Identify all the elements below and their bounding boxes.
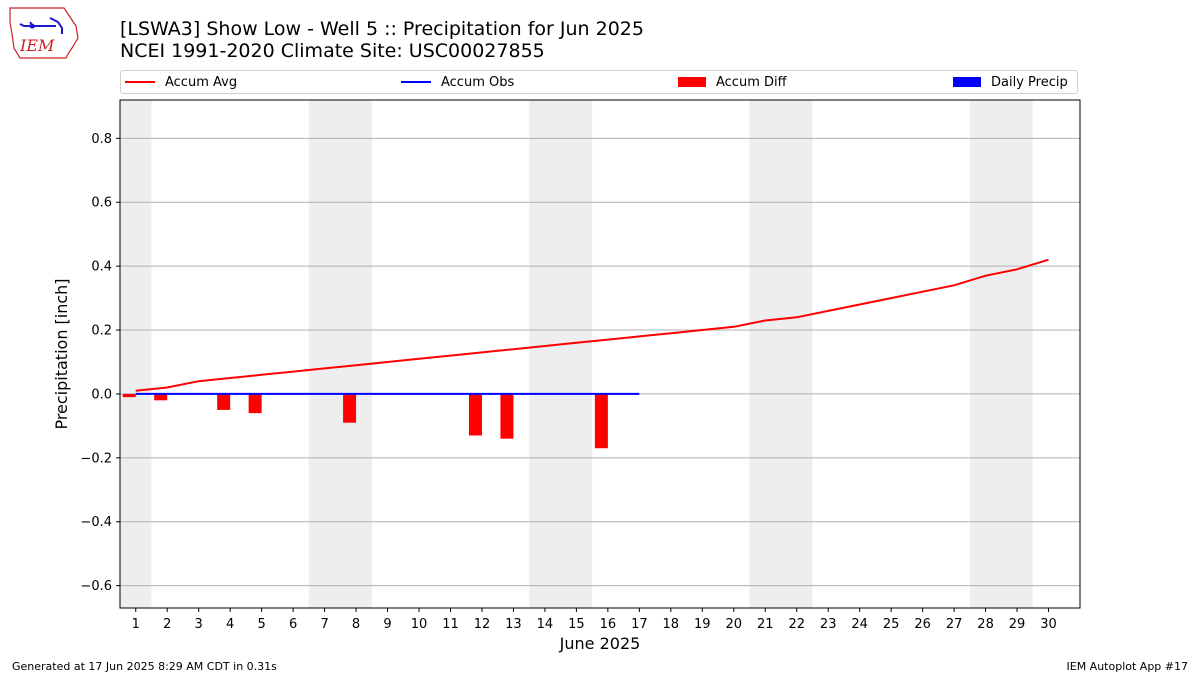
x-tick-label: 19 — [694, 617, 711, 632]
bar-accum-diff — [122, 393, 136, 398]
x-tick-label: 6 — [289, 617, 297, 632]
legend-item-accum-diff: Accum Diff — [678, 71, 787, 93]
weekend-band-0 — [120, 100, 152, 608]
x-tick-label: 29 — [1009, 617, 1026, 632]
legend-swatch-daily-precip — [953, 77, 981, 87]
chart-legend: Accum Avg Accum Obs Accum Diff Daily Pre… — [120, 70, 1078, 94]
x-tick-label: 28 — [977, 617, 994, 632]
x-tick-label: 3 — [195, 617, 203, 632]
chart-subtitle: NCEI 1991-2020 Climate Site: USC00027855 — [120, 40, 545, 62]
svg-text:IEM: IEM — [19, 36, 55, 55]
x-tick-label: 5 — [257, 617, 265, 632]
x-tick-label: 22 — [788, 617, 805, 632]
x-tick-label: 14 — [537, 617, 554, 632]
x-tick-label: 8 — [352, 617, 360, 632]
x-tick-label: 13 — [505, 617, 522, 632]
x-tick-label: 25 — [883, 617, 900, 632]
x-tick-label: 10 — [411, 617, 428, 632]
x-tick-label: 1 — [132, 617, 140, 632]
plot-frame — [119, 99, 1081, 609]
legend-swatch-accum-obs — [401, 81, 431, 83]
y-tick-label: −0.4 — [80, 515, 112, 530]
x-tick-label: 23 — [820, 617, 837, 632]
bar-accum-diff — [343, 393, 357, 423]
x-tick-label: 7 — [320, 617, 328, 632]
weekend-band-1 — [308, 100, 372, 608]
legend-item-accum-obs: Accum Obs — [401, 71, 514, 93]
legend-swatch-accum-avg — [125, 81, 155, 83]
x-tick-label: 18 — [663, 617, 680, 632]
x-tick-label: 17 — [631, 617, 648, 632]
x-tick-label: 15 — [568, 617, 585, 632]
legend-label-accum-diff: Accum Diff — [716, 74, 787, 90]
bar-accum-diff — [248, 393, 262, 414]
x-tick-label: 27 — [946, 617, 963, 632]
x-axis-label: June 2025 — [559, 634, 641, 653]
x-tick-label: 16 — [600, 617, 617, 632]
y-tick-label: 0.0 — [91, 387, 112, 402]
x-tick-label: 21 — [757, 617, 774, 632]
x-tick-label: 24 — [851, 617, 868, 632]
weekend-band-4 — [969, 100, 1033, 608]
weekend-band-2 — [529, 100, 593, 608]
x-tick-label: 9 — [383, 617, 391, 632]
y-tick-label: 0.6 — [91, 196, 112, 211]
legend-swatch-accum-diff — [678, 77, 706, 87]
x-tick-label: 11 — [442, 617, 459, 632]
footer-generated: Generated at 17 Jun 2025 8:29 AM CDT in … — [12, 660, 277, 673]
y-tick-label: 0.8 — [91, 132, 112, 147]
bar-accum-diff — [217, 393, 231, 410]
x-tick-label: 20 — [725, 617, 742, 632]
x-tick-label: 26 — [914, 617, 931, 632]
x-tick-label: 12 — [474, 617, 491, 632]
legend-item-accum-avg: Accum Avg — [125, 71, 237, 93]
y-tick-label: 0.4 — [91, 260, 112, 275]
x-tick-label: 2 — [163, 617, 171, 632]
bar-accum-diff — [468, 393, 482, 436]
bar-accum-diff — [500, 393, 514, 439]
x-tick-label: 30 — [1040, 617, 1057, 632]
legend-label-accum-avg: Accum Avg — [165, 74, 238, 90]
y-axis-label: Precipitation [inch] — [52, 278, 71, 429]
legend-label-daily-precip: Daily Precip — [991, 74, 1068, 90]
bar-accum-diff — [594, 393, 608, 449]
y-tick-label: −0.2 — [80, 451, 112, 466]
footer-app: IEM Autoplot App #17 — [1066, 660, 1189, 673]
iem-logo: IEM — [9, 7, 79, 59]
y-tick-label: 0.2 — [91, 324, 112, 339]
x-tick-label: 4 — [226, 617, 234, 632]
chart-title: [LSWA3] Show Low - Well 5 :: Precipitati… — [120, 18, 644, 40]
weekend-band-3 — [749, 100, 813, 608]
y-tick-label: −0.6 — [80, 579, 112, 594]
legend-label-accum-obs: Accum Obs — [441, 74, 515, 90]
bar-accum-diff — [154, 393, 168, 401]
series-line-accum-avg — [135, 258, 1049, 392]
legend-item-daily-precip: Daily Precip — [953, 71, 1068, 93]
